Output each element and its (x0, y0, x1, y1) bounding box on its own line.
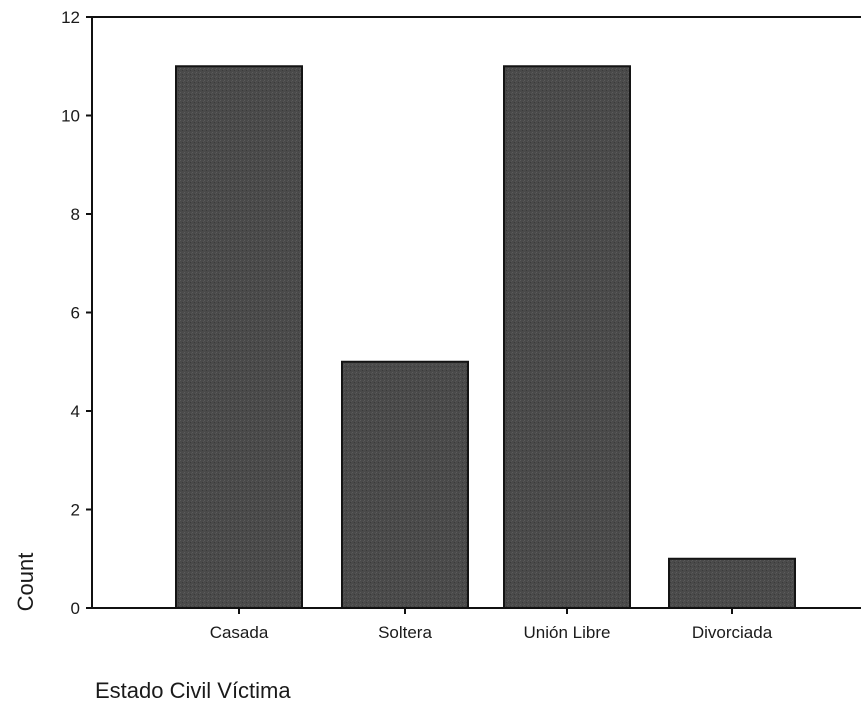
y-axis-title: Count (13, 553, 38, 612)
x-tick-label-soltera: Soltera (378, 623, 432, 642)
axes-group (86, 16, 861, 614)
y-tick-label-10: 10 (61, 107, 80, 126)
y-tick-label-2: 2 (71, 501, 80, 520)
bars-group (175, 65, 796, 609)
y-tick-label-6: 6 (71, 304, 80, 323)
y-tick-label-8: 8 (71, 205, 80, 224)
y-tick-label-4: 4 (71, 402, 80, 421)
x-tick-label-uni-n-libre: Unión Libre (524, 623, 611, 642)
bar-uni-n-libre (503, 65, 631, 609)
bar-soltera (341, 360, 469, 609)
x-axis-title: Estado Civil Víctima (95, 678, 291, 703)
bar-divorciada (668, 557, 796, 609)
y-tick-label-12: 12 (61, 8, 80, 27)
x-tick-label-divorciada: Divorciada (692, 623, 773, 642)
bar-casada (175, 65, 303, 609)
tick-labels-group: 0 2 4 6 8 10 12 Casada Soltera Unión Libre Divorci… (61, 8, 773, 642)
y-tick-label-0: 0 (71, 599, 80, 618)
x-tick-label-casada: Casada (210, 623, 269, 642)
